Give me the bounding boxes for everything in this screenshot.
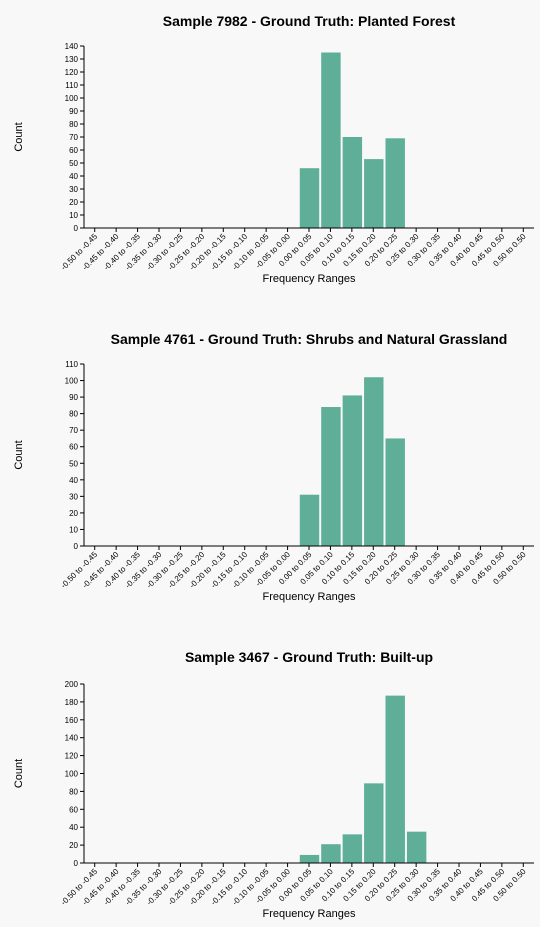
y-tick-label: 160 (65, 716, 79, 725)
bar-0p05to0p10 (321, 52, 341, 228)
y-tick-label: 0 (74, 542, 79, 551)
y-axis-label: Count (13, 122, 25, 151)
y-tick-label: 110 (65, 360, 78, 369)
y-tick-label: 200 (65, 680, 79, 689)
y-tick-label: 0 (74, 224, 79, 233)
bar-0p25to0p30 (406, 831, 427, 863)
y-tick-label: 60 (69, 146, 78, 155)
y-tick-label: 60 (69, 443, 78, 452)
bar-0p00to0p05 (299, 854, 320, 863)
chart-title: Sample 4761 - Ground Truth: Shrubs and N… (111, 331, 508, 347)
bar-0p00to0p05 (299, 494, 320, 546)
y-tick-label: 80 (69, 120, 78, 129)
chart-1: Sample 7982 - Ground Truth: Planted Fore… (13, 13, 534, 285)
bar-0p05to0p10 (321, 844, 341, 863)
x-axis-label: Frequency Ranges (263, 908, 356, 920)
bar-0p15to0p20 (364, 377, 384, 546)
x-axis-label: Frequency Ranges (263, 273, 356, 285)
y-tick-label: 30 (69, 185, 78, 194)
y-tick-label: 10 (69, 525, 78, 534)
bar-0p10to0p15 (342, 137, 363, 228)
y-tick-label: 40 (69, 823, 78, 832)
y-tick-label: 120 (65, 68, 79, 77)
y-tick-label: 80 (69, 787, 78, 796)
y-tick-label: 110 (65, 81, 78, 90)
y-tick-label: 20 (69, 509, 78, 518)
y-axis-label: Count (13, 440, 25, 469)
bar-0p10to0p15 (342, 395, 363, 546)
y-tick-label: 50 (69, 159, 78, 168)
y-tick-label: 140 (65, 734, 79, 743)
bar-0p15to0p20 (364, 159, 384, 228)
y-axis-label: Count (13, 759, 25, 788)
bar-0p10to0p15 (342, 834, 363, 863)
y-tick-label: 130 (65, 55, 79, 64)
bar-0p20to0p25 (385, 438, 405, 546)
bar-0p20to0p25 (385, 138, 405, 228)
bar-0p20to0p25 (385, 695, 405, 863)
y-tick-label: 20 (69, 198, 78, 207)
y-tick-label: 40 (69, 172, 78, 181)
bar-0p15to0p20 (364, 783, 384, 863)
bar-0p00to0p05 (299, 168, 320, 228)
y-tick-label: 90 (69, 107, 78, 116)
y-tick-label: 180 (65, 698, 79, 707)
y-tick-label: 30 (69, 492, 78, 501)
y-tick-label: 120 (65, 752, 79, 761)
bar-0p05to0p10 (321, 407, 341, 546)
y-tick-label: 70 (69, 426, 78, 435)
chart-title: Sample 7982 - Ground Truth: Planted Fore… (163, 13, 456, 29)
y-tick-label: 100 (65, 377, 79, 386)
chart-title: Sample 3467 - Ground Truth: Built-up (185, 649, 433, 665)
y-tick-label: 140 (65, 42, 79, 51)
y-tick-label: 80 (69, 410, 78, 419)
y-tick-label: 0 (74, 859, 79, 868)
y-tick-label: 10 (69, 211, 78, 220)
y-tick-label: 100 (65, 94, 79, 103)
chart-3: Sample 3467 - Ground Truth: Built-up Coun… (13, 649, 534, 920)
y-tick-label: 70 (69, 133, 78, 142)
y-tick-label: 90 (69, 393, 78, 402)
y-tick-label: 50 (69, 459, 78, 468)
y-tick-label: 60 (69, 805, 78, 814)
chart-2: Sample 4761 - Ground Truth: Shrubs and N… (13, 331, 534, 603)
y-tick-label: 20 (69, 841, 78, 850)
y-tick-label: 40 (69, 476, 78, 485)
y-tick-label: 100 (65, 770, 79, 779)
x-axis-label: Frequency Ranges (263, 591, 356, 603)
